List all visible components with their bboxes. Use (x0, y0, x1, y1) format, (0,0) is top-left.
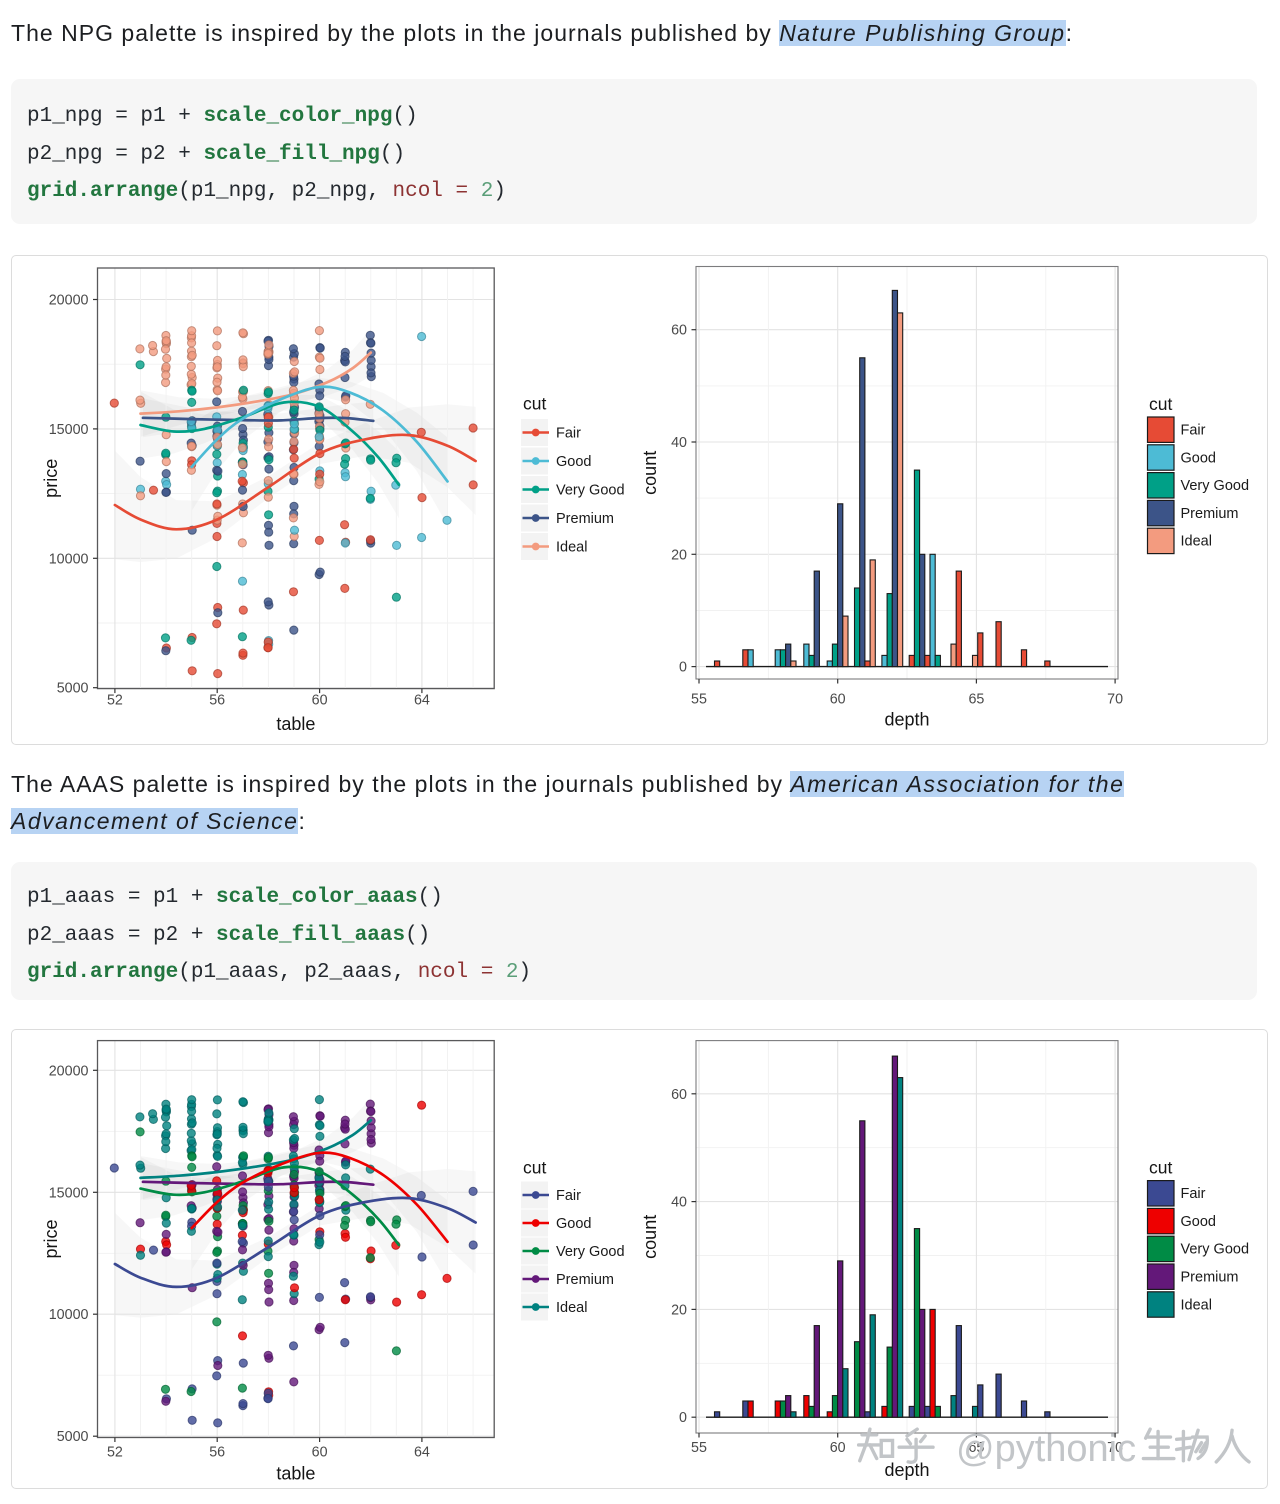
svg-text:60: 60 (830, 1440, 846, 1456)
svg-text:5000: 5000 (57, 1429, 89, 1445)
svg-text:Very Good: Very Good (556, 483, 625, 499)
svg-text:Fair: Fair (556, 1188, 581, 1204)
svg-text:52: 52 (107, 1445, 123, 1461)
svg-text:64: 64 (414, 693, 430, 709)
svg-text:count: count (640, 451, 660, 495)
svg-text:5000: 5000 (57, 681, 89, 697)
svg-text:Premium: Premium (1181, 506, 1239, 522)
svg-text:Good: Good (1181, 1214, 1216, 1230)
svg-text:Ideal: Ideal (556, 1300, 587, 1316)
svg-text:40: 40 (671, 435, 687, 451)
svg-text:20: 20 (671, 547, 687, 563)
svg-text:Good: Good (556, 1216, 591, 1232)
svg-text:cut: cut (523, 394, 546, 414)
svg-text:60: 60 (312, 1445, 328, 1461)
svg-text:Premium: Premium (1181, 1270, 1239, 1286)
svg-text:table: table (276, 1464, 315, 1484)
svg-text:Fair: Fair (1181, 423, 1206, 439)
svg-text:15000: 15000 (49, 1185, 89, 1201)
svg-text:52: 52 (107, 693, 123, 709)
svg-text:Very Good: Very Good (1181, 1242, 1250, 1258)
svg-text:cut: cut (1149, 394, 1172, 414)
svg-text:65: 65 (968, 692, 984, 708)
svg-text:20000: 20000 (49, 293, 89, 309)
svg-text:Ideal: Ideal (1181, 534, 1212, 550)
svg-text:table: table (276, 714, 315, 734)
svg-text:60: 60 (312, 693, 328, 709)
svg-text:40: 40 (671, 1195, 687, 1211)
svg-text:Ideal: Ideal (1181, 1297, 1212, 1313)
svg-text:Very Good: Very Good (556, 1244, 625, 1260)
svg-text:Premium: Premium (556, 1272, 614, 1288)
svg-text:Very Good: Very Good (1181, 478, 1250, 494)
svg-text:count: count (640, 1215, 660, 1259)
svg-text:10000: 10000 (49, 551, 89, 567)
svg-text:70: 70 (1107, 692, 1123, 708)
svg-text:price: price (41, 1219, 61, 1258)
svg-text:15000: 15000 (49, 422, 89, 438)
svg-text:64: 64 (414, 1445, 430, 1461)
svg-text:56: 56 (209, 1445, 225, 1461)
svg-text:70: 70 (1107, 1440, 1123, 1456)
svg-text:60: 60 (671, 1087, 687, 1103)
svg-text:55: 55 (691, 1440, 707, 1456)
svg-text:Premium: Premium (556, 511, 614, 527)
svg-text:Good: Good (1181, 450, 1216, 466)
svg-text:0: 0 (679, 1410, 687, 1426)
svg-text:price: price (41, 459, 61, 498)
svg-text:Good: Good (556, 454, 591, 470)
svg-text:60: 60 (671, 323, 687, 339)
svg-text:@pythonic: @pythonic (956, 1428, 1136, 1470)
svg-text:56: 56 (209, 693, 225, 709)
svg-text:Fair: Fair (556, 426, 581, 442)
svg-text:10000: 10000 (49, 1307, 89, 1323)
svg-text:20: 20 (671, 1302, 687, 1318)
svg-text:cut: cut (1149, 1158, 1172, 1178)
svg-text:20000: 20000 (49, 1063, 89, 1079)
svg-text:0: 0 (679, 660, 687, 676)
svg-text:depth: depth (884, 1460, 929, 1480)
svg-text:60: 60 (830, 692, 846, 708)
svg-text:65: 65 (968, 1440, 984, 1456)
svg-text:cut: cut (523, 1158, 546, 1178)
svg-text:depth: depth (884, 710, 929, 730)
svg-text:Ideal: Ideal (556, 540, 587, 556)
svg-text:Fair: Fair (1181, 1186, 1206, 1202)
svg-text:55: 55 (691, 692, 707, 708)
